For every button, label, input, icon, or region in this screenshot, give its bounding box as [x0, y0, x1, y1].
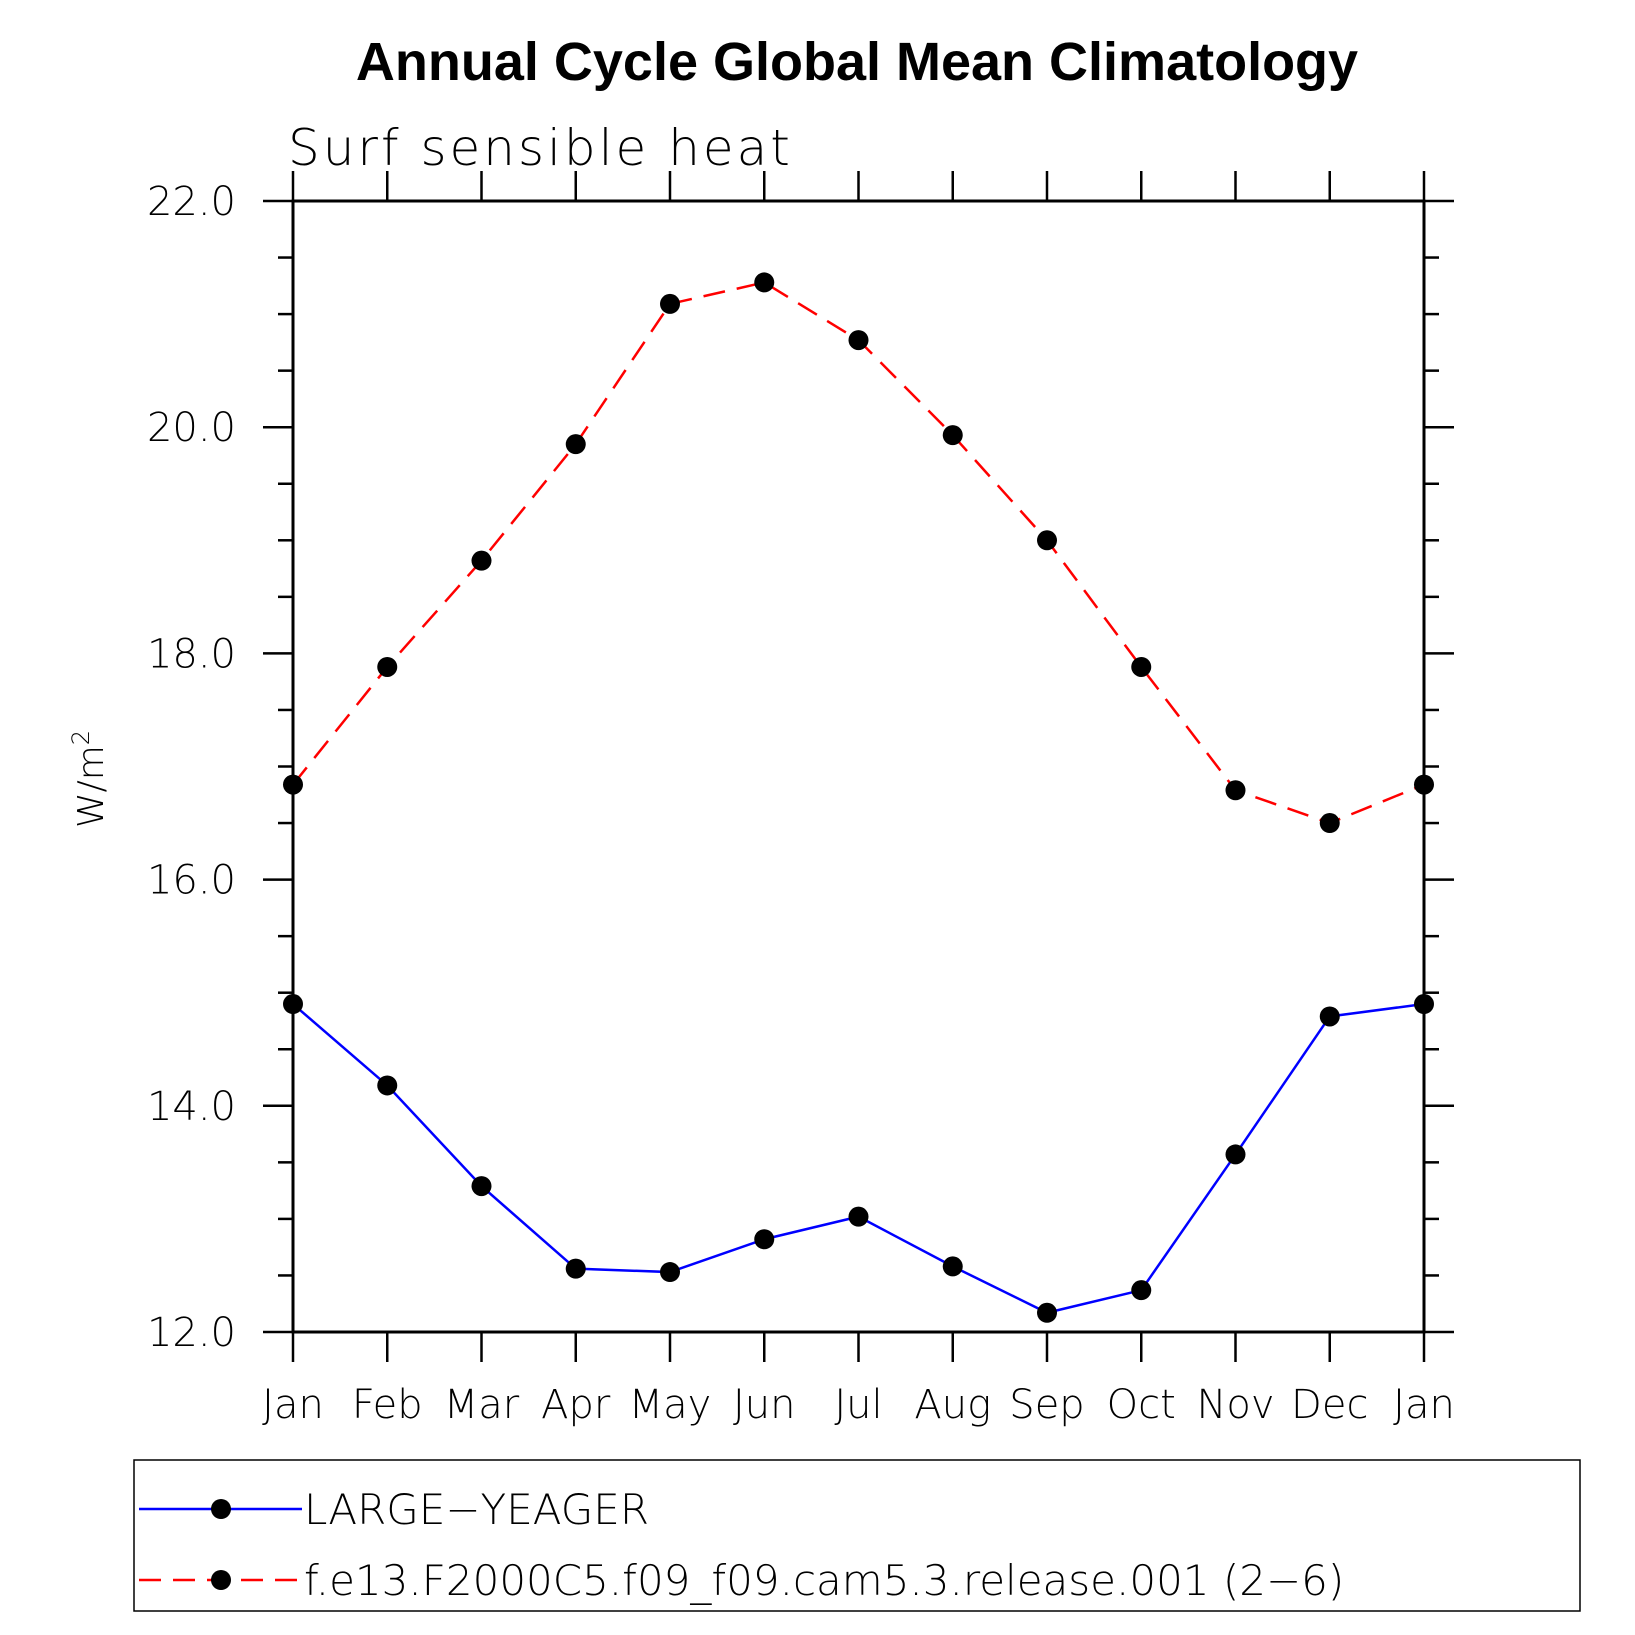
series-point-1: [848, 330, 869, 351]
y-tick-label: 22.0: [147, 179, 236, 225]
x-tick-label: May: [629, 1382, 712, 1428]
series-point-0: [754, 1229, 775, 1250]
series-point-1: [377, 656, 398, 677]
x-tick-label: Nov: [1196, 1382, 1274, 1428]
svg-text:W/m2: W/m2: [67, 730, 112, 828]
x-tick-label: Jan: [1393, 1382, 1455, 1428]
chart-title: Annual Cycle Global Mean Climatology: [356, 32, 1358, 92]
series-point-1: [471, 550, 492, 571]
legend-label-0: LARGE−YEAGER: [304, 1485, 649, 1534]
x-tick-label: Jan: [262, 1382, 324, 1428]
series-point-0: [848, 1206, 869, 1227]
x-tick-label: Aug: [914, 1382, 991, 1428]
x-tick-label: Oct: [1107, 1382, 1176, 1428]
y-tick-label: 12.0: [147, 1310, 236, 1356]
series-point-0: [283, 994, 303, 1015]
y-axis-label: W/m2: [67, 730, 112, 828]
series-point-0: [1319, 1006, 1340, 1027]
y-axis-label-superscript: 2: [67, 730, 95, 745]
chart-subtitle: Surf sensible heat: [288, 119, 793, 177]
series-point-0: [1131, 1280, 1152, 1301]
series-point-1: [1131, 656, 1152, 677]
x-tick-label: Apr: [541, 1382, 611, 1428]
series-point-1: [942, 425, 963, 446]
series-point-0: [942, 1256, 963, 1277]
series-point-0: [1225, 1144, 1246, 1165]
x-tick-label: Mar: [444, 1382, 520, 1428]
series-point-0: [471, 1176, 492, 1197]
series-line-1: [292, 281, 1425, 825]
y-tick-label: 18.0: [147, 631, 236, 677]
series-point-1: [1037, 530, 1057, 551]
legend-marker-0: [211, 1499, 231, 1519]
series-point-0: [660, 1262, 680, 1283]
x-tick-label: Jul: [834, 1382, 882, 1428]
series-point-1: [660, 293, 680, 314]
series-point-1: [283, 774, 303, 795]
legend-marker-1: [211, 1570, 231, 1590]
plot-frame: [291, 199, 1426, 1334]
legend-box: [133, 1459, 1581, 1612]
y-axis-label-text: W/m: [71, 745, 112, 828]
x-tick-label: Dec: [1291, 1382, 1368, 1428]
plot-area: Jan Feb Mar Apr May Jun Jul Aug Sep Oct Nov Dec Jan 1…: [147, 171, 1455, 1428]
x-tick-label: Jun: [733, 1382, 796, 1428]
series-point-0: [377, 1075, 398, 1096]
series-point-1: [565, 434, 586, 455]
legend-label-1: f.e13.F2000C5.f09_f09.cam5.3.release.001…: [304, 1556, 1344, 1605]
y-tick-label: 14.0: [147, 1084, 236, 1130]
series-point-0: [565, 1258, 586, 1279]
series-point-0: [1037, 1302, 1057, 1323]
x-tick-label: Sep: [1009, 1382, 1084, 1428]
series-point-1: [1319, 813, 1340, 834]
series-point-1: [1414, 774, 1434, 795]
legend: LARGE−YEAGER f.e13.F2000C5.f09_f09.cam5.3…: [133, 1459, 1581, 1612]
series-line-0: [292, 1002, 1425, 1315]
y-tick-label: 20.0: [147, 405, 236, 451]
series-point-1: [1225, 780, 1246, 801]
series-point-0: [1414, 994, 1434, 1015]
x-tick-label: Feb: [352, 1382, 423, 1428]
series-point-1: [754, 272, 775, 293]
y-tick-label: 16.0: [147, 858, 236, 904]
